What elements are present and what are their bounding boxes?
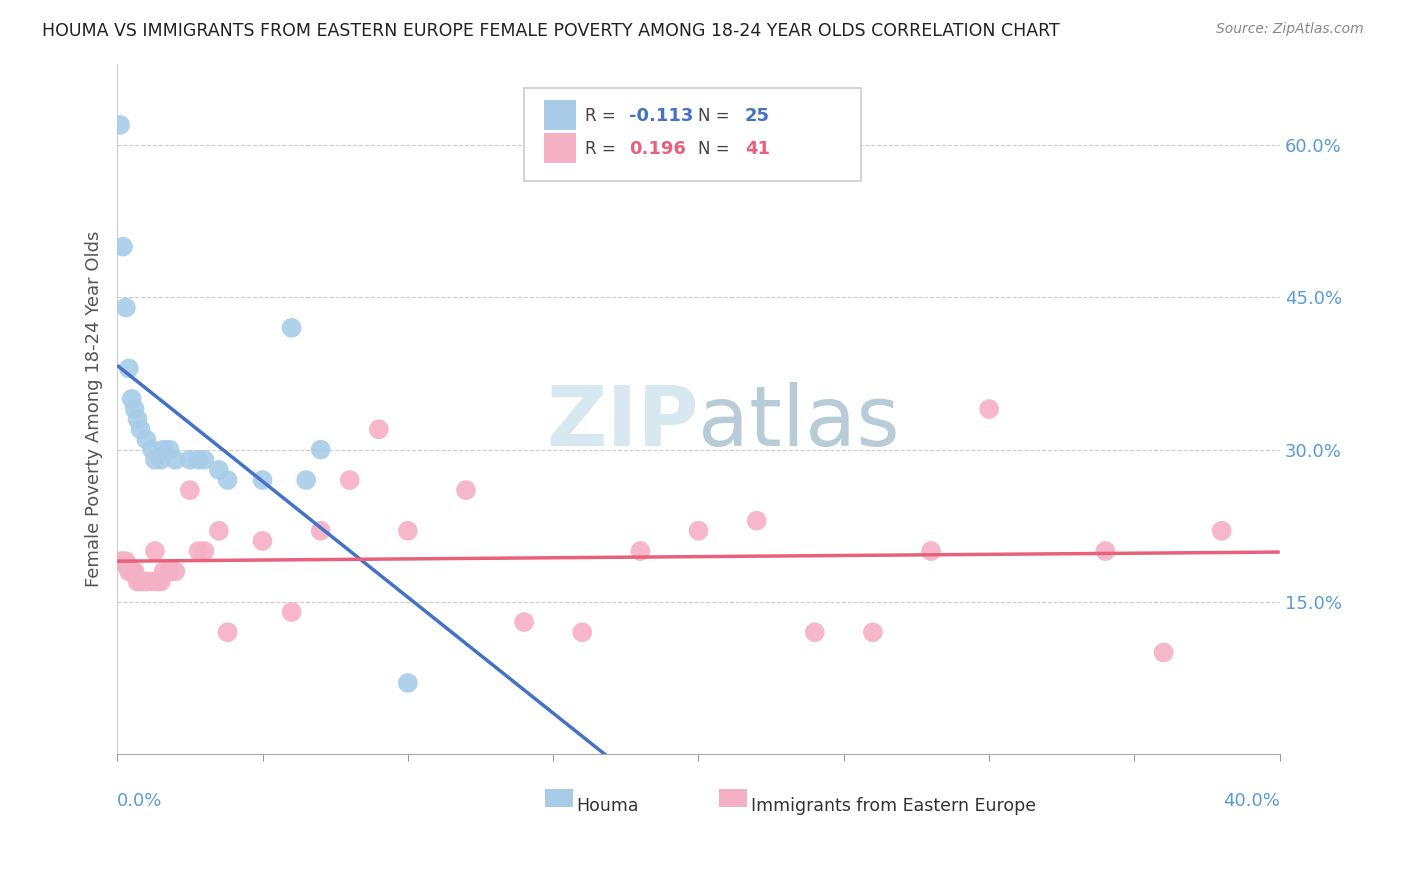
Point — [118, 361, 141, 376]
Point — [803, 625, 825, 640]
Point — [513, 615, 536, 629]
Point — [745, 514, 768, 528]
Point — [152, 442, 174, 457]
Text: 25: 25 — [745, 107, 770, 125]
Point — [688, 524, 710, 538]
Point — [121, 392, 143, 406]
Point — [141, 574, 163, 589]
FancyBboxPatch shape — [546, 789, 572, 807]
Point — [127, 412, 149, 426]
Point — [217, 625, 239, 640]
FancyBboxPatch shape — [524, 88, 862, 181]
Point — [208, 524, 231, 538]
Point — [111, 554, 134, 568]
Text: N =: N = — [699, 140, 735, 158]
Text: ZIP: ZIP — [546, 383, 699, 463]
Point — [193, 452, 215, 467]
Point — [159, 442, 181, 457]
Point — [124, 402, 146, 417]
FancyBboxPatch shape — [544, 133, 576, 163]
Point — [124, 565, 146, 579]
Point — [115, 301, 138, 315]
Point — [187, 544, 209, 558]
Point — [396, 524, 419, 538]
FancyBboxPatch shape — [720, 789, 748, 807]
Point — [127, 574, 149, 589]
Point — [108, 118, 131, 132]
Point — [252, 473, 274, 487]
Text: Immigrants from Eastern Europe: Immigrants from Eastern Europe — [751, 797, 1036, 814]
Text: 41: 41 — [745, 140, 770, 158]
Text: 0.0%: 0.0% — [117, 792, 163, 810]
Point — [165, 452, 187, 467]
Point — [179, 452, 201, 467]
Point — [862, 625, 884, 640]
Point — [217, 473, 239, 487]
Text: 0.196: 0.196 — [628, 140, 686, 158]
Point — [159, 565, 181, 579]
Point — [1153, 646, 1175, 660]
Point — [309, 442, 332, 457]
Point — [280, 321, 302, 335]
Point — [135, 574, 157, 589]
Y-axis label: Female Poverty Among 18-24 Year Olds: Female Poverty Among 18-24 Year Olds — [86, 231, 103, 587]
Point — [152, 565, 174, 579]
Point — [143, 452, 166, 467]
Point — [132, 574, 155, 589]
Point — [143, 544, 166, 558]
Point — [367, 422, 389, 436]
Point — [979, 402, 1001, 417]
Point — [146, 574, 169, 589]
Point — [1094, 544, 1116, 558]
Point — [129, 422, 152, 436]
Text: HOUMA VS IMMIGRANTS FROM EASTERN EUROPE FEMALE POVERTY AMONG 18-24 YEAR OLDS COR: HOUMA VS IMMIGRANTS FROM EASTERN EUROPE … — [42, 22, 1060, 40]
Point — [193, 544, 215, 558]
Point — [920, 544, 942, 558]
Text: -0.113: -0.113 — [628, 107, 693, 125]
Text: Source: ZipAtlas.com: Source: ZipAtlas.com — [1216, 22, 1364, 37]
Point — [396, 676, 419, 690]
Point — [1211, 524, 1233, 538]
Text: 40.0%: 40.0% — [1223, 792, 1279, 810]
Point — [111, 240, 134, 254]
Point — [187, 452, 209, 467]
Point — [141, 442, 163, 457]
Point — [121, 565, 143, 579]
Point — [628, 544, 651, 558]
Text: R =: R = — [585, 140, 620, 158]
Point — [179, 483, 201, 498]
Point — [165, 565, 187, 579]
Point — [135, 433, 157, 447]
Point — [149, 574, 172, 589]
FancyBboxPatch shape — [544, 100, 576, 130]
Point — [309, 524, 332, 538]
Point — [149, 452, 172, 467]
Point — [252, 533, 274, 548]
Text: R =: R = — [585, 107, 620, 125]
Point — [118, 565, 141, 579]
Point — [571, 625, 593, 640]
Text: Houma: Houma — [576, 797, 638, 814]
Point — [339, 473, 361, 487]
Text: atlas: atlas — [699, 383, 900, 463]
Point — [280, 605, 302, 619]
Point — [108, 554, 131, 568]
Point — [208, 463, 231, 477]
Point — [129, 574, 152, 589]
Point — [115, 554, 138, 568]
Point — [295, 473, 318, 487]
Text: N =: N = — [699, 107, 735, 125]
Point — [454, 483, 477, 498]
